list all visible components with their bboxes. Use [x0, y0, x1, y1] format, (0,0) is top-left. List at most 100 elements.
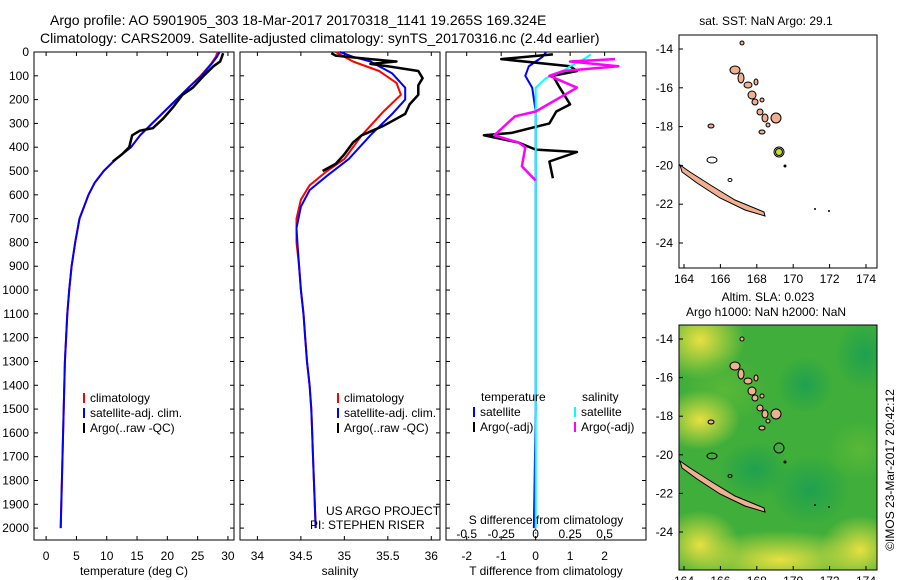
project-annotation: US ARGO PROJECT [326, 504, 441, 518]
sst_map-lon-label: 164 [674, 272, 694, 286]
temperature-x-tick-label: 25 [191, 549, 205, 563]
difference-legend-label: satellite [581, 405, 622, 419]
sla-map-island [707, 419, 715, 425]
temperature-legend-label: Argo(..raw -QC) [90, 421, 175, 435]
temperature-x-label: temperature (deg C) [80, 564, 188, 578]
sst-map-island [737, 72, 745, 84]
sla_map-lon-label: 172 [820, 574, 840, 580]
sla-map-island [756, 404, 764, 412]
sst_map-lon-label: 172 [820, 272, 840, 286]
sla_map-lat-label: -18 [656, 409, 674, 423]
sst-map-island [756, 108, 764, 116]
sla_map-lat-label: -16 [656, 371, 674, 385]
salinity-difference-tick-label: 0 [532, 527, 539, 541]
difference-series-2 [534, 53, 592, 529]
sla-map-island [770, 408, 782, 420]
temperature-x-tick-label: 0 [43, 549, 50, 563]
depth-tick-label: 1900 [2, 497, 29, 511]
sla-map-island [751, 394, 759, 402]
sst_map-lat-label: -16 [656, 81, 674, 95]
sst-map-island [729, 65, 741, 75]
sla-map-reef [706, 452, 718, 460]
salinity-difference-tick-label: -0.5 [456, 527, 477, 541]
sla-map-subtitle: Argo h1000: NaN h2000: NaN [686, 305, 846, 319]
difference-series-1 [482, 53, 579, 179]
t-difference-label: T difference from climatology [469, 564, 623, 578]
s-difference-label: S difference from climatology [469, 513, 624, 527]
salinity-difference-tick-label: 0.25 [558, 527, 582, 541]
difference-legend-label: satellite [480, 405, 521, 419]
sla-map-island [758, 425, 766, 431]
sla-map-reef [727, 474, 733, 478]
difference-legend-label: Argo(-adj) [480, 420, 533, 434]
sla-map-title: Altim. SLA: 0.023 [722, 290, 815, 304]
sla-map-island [739, 336, 745, 342]
depth-tick-label: 1300 [2, 354, 29, 368]
sla-map-frame [678, 324, 878, 571]
sla-map-island [753, 374, 759, 382]
depth-tick-label: 700 [9, 212, 29, 226]
salinity-series-2 [322, 52, 424, 173]
salinity-series-1 [295, 51, 407, 529]
salinity-x-tick-label: 35 [338, 549, 352, 563]
depth-tick-label: 200 [9, 93, 29, 107]
depth-tick-label: 2000 [2, 521, 29, 535]
depth-tick-label: 800 [9, 235, 29, 249]
sla_map-lat-label: -20 [656, 448, 674, 462]
temperature-legend-label: climatology [90, 391, 150, 405]
temperature-x-tick-label: 15 [130, 549, 144, 563]
salinity-x-tick-label: 34.5 [289, 549, 313, 563]
sst-map-island [743, 81, 753, 89]
depth-tick-label: 900 [9, 259, 29, 273]
sst-map-island [765, 122, 771, 128]
sla_map-lon-label: 174 [856, 574, 876, 580]
sst_map-lat-label: -14 [656, 42, 674, 56]
depth-tick-label: 1800 [2, 473, 29, 487]
sla-map-reef [783, 460, 787, 464]
sla-heatmap [679, 325, 877, 570]
sla-map-island [737, 368, 745, 380]
difference-x-tick-label: 2 [601, 549, 608, 563]
sst-map-reef [727, 178, 733, 182]
sla_map-lon-label: 170 [783, 574, 803, 580]
salinity-plot-frame [239, 51, 441, 541]
sst-map-reef [828, 210, 830, 212]
sst-map-island [751, 98, 759, 106]
imos-timestamp: ©IMOS 23-Mar-2017 20:42:12 [883, 389, 897, 551]
depth-tick-label: 1600 [2, 426, 29, 440]
salinity-legend-label: satellite-adj. clim. [344, 406, 436, 420]
sst-map-island [770, 112, 782, 124]
depth-tick-label: 1100 [3, 307, 29, 321]
difference-legend-header-salinity: salinity [582, 390, 619, 404]
sst_map-lat-label: -22 [656, 197, 674, 211]
sst-map-reef [814, 208, 816, 210]
sla_map-lat-label: -22 [656, 486, 674, 500]
figure-title-line1: Argo profile: AO 5901905_303 18-Mar-2017… [50, 12, 547, 28]
sla-map-island [759, 393, 765, 399]
sla-map-new-caledonia [679, 459, 766, 513]
sst_map-lon-label: 168 [747, 272, 767, 286]
salinity-legend-label: climatology [344, 391, 404, 405]
salinity-x-label: salinity [322, 564, 359, 578]
sst-map-island [759, 97, 765, 103]
depth-tick-label: 1200 [2, 331, 29, 345]
temperature-x-tick-label: 20 [161, 549, 175, 563]
sst_map-lon-label: 170 [783, 272, 803, 286]
sst_map-lat-label: -20 [656, 158, 674, 172]
sla_map-lon-label: 166 [710, 574, 730, 580]
sst-map-island [761, 113, 769, 123]
temperature-plot-frame [33, 51, 235, 541]
sst-map-title: sat. SST: NaN Argo: 29.1 [699, 14, 833, 28]
sst-map-reef [783, 164, 787, 168]
sst-map-island [753, 78, 759, 86]
argo-float-position-icon [775, 148, 783, 156]
sst_map-lon-label: 174 [856, 272, 876, 286]
sst-map-island [707, 123, 715, 129]
depth-tick-label: 1500 [2, 402, 29, 416]
depth-tick-label: 1700 [2, 450, 29, 464]
depth-tick-label: 600 [9, 188, 29, 202]
sla-map-island [765, 418, 771, 424]
salinity-difference-tick-label: 0.5 [596, 527, 613, 541]
difference-series-3 [493, 57, 620, 182]
